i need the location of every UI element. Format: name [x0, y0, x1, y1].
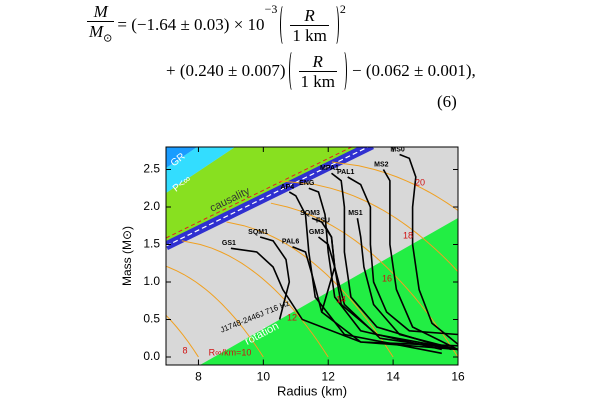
causality-limit	[166, 147, 353, 239]
contour	[331, 161, 458, 212]
contour	[166, 265, 264, 358]
paren	[280, 4, 287, 47]
y-tick-label: 1.5	[143, 237, 160, 251]
curve-label: AP4	[280, 184, 294, 191]
numerator: R	[312, 51, 323, 71]
gr-region	[166, 147, 198, 168]
numerator: M	[93, 2, 108, 21]
curve-label: SQM3	[300, 210, 320, 217]
y-tick-label: 0.0	[143, 349, 160, 363]
x-tick-label: 12	[322, 370, 336, 384]
x-tick-label: 14	[386, 370, 400, 384]
term: = (−1.64 ± 0.03) × 10	[117, 15, 265, 35]
curve-label: FSU	[316, 218, 330, 225]
eos-curve	[230, 247, 458, 347]
curve-label: MS1	[348, 210, 363, 217]
exponent: 2	[339, 2, 346, 16]
eos-curve	[311, 217, 336, 313]
numerator: R	[304, 5, 315, 25]
x-tick-label: 16	[451, 370, 465, 384]
denominator: 1 km	[298, 70, 337, 91]
curve-label: MPA1	[320, 165, 339, 172]
symbol: M	[89, 22, 104, 41]
contour-label: 20	[415, 177, 425, 187]
contour	[181, 240, 329, 358]
eos-curve	[318, 236, 458, 351]
exponent: −3	[264, 2, 278, 16]
y-tick-label: 1.0	[143, 274, 160, 288]
eos-curve	[382, 169, 458, 351]
paren	[340, 50, 347, 92]
curve-label: ENG	[299, 180, 315, 187]
y-tick-label: 2.5	[143, 162, 160, 176]
contour-label: 16	[382, 273, 392, 283]
eos-curve	[308, 187, 442, 351]
curve-label: MS2	[374, 161, 389, 168]
curve-label: PAL1	[337, 169, 354, 176]
contour-label: 14	[336, 294, 346, 304]
y-tick-label: 0.5	[143, 312, 160, 326]
regions	[166, 147, 458, 365]
equation-number: (6)	[437, 92, 457, 112]
curve-label: GS1	[222, 240, 236, 247]
fraction: M M⊙	[87, 2, 115, 48]
number: (6)	[437, 92, 457, 111]
curve-label: MS0	[390, 146, 405, 153]
x-tick-label: 8	[195, 370, 202, 384]
axes: 8 10 12 14 16 0.0 0.5 1.0 1.5 2.0 2.5	[143, 147, 465, 384]
denominator: M⊙	[87, 21, 115, 48]
x-axis-label: Radius (km)	[277, 383, 347, 398]
contour-label: 18	[403, 230, 413, 240]
term: − (0.062 ± 0.001),	[351, 61, 476, 80]
curves	[230, 153, 458, 355]
eos-curve	[331, 172, 452, 351]
curve-label: GM3	[309, 229, 324, 236]
causality-line	[166, 147, 370, 247]
contour	[278, 180, 458, 273]
contour-label: 8	[182, 345, 187, 355]
eos-curve	[356, 218, 458, 351]
y-axis-label: Mass (M⊙)	[120, 226, 134, 286]
contour-label: R∞/km=10	[209, 347, 252, 357]
pressure-region	[166, 147, 235, 193]
denominator: 1 km	[290, 24, 329, 45]
curve-label: PAL6	[282, 239, 299, 246]
plot-frame	[165, 146, 459, 366]
contour-label: 12	[287, 312, 297, 322]
eos-curve	[399, 153, 458, 345]
curve-label: SQM1	[248, 229, 268, 236]
paren	[288, 50, 296, 92]
term: + (0.240 ± 0.007)	[166, 61, 286, 80]
subscript: ⊙	[103, 32, 113, 45]
y-tick-label: 2.0	[143, 199, 160, 213]
paren	[332, 4, 339, 47]
eos-curve	[347, 176, 458, 336]
eos-curve	[288, 191, 442, 355]
x-tick-label: 10	[257, 370, 271, 384]
